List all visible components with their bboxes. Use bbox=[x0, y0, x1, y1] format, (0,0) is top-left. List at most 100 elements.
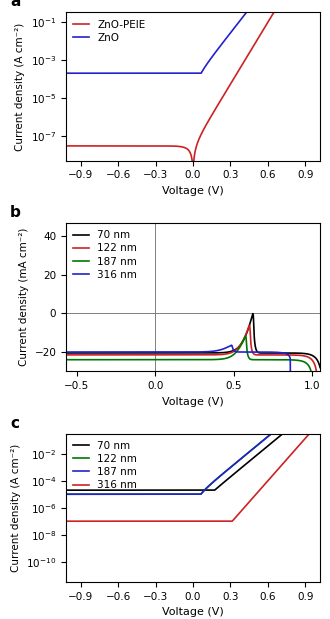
70 nm bbox=[64, 487, 68, 494]
Y-axis label: Current density (A cm⁻²): Current density (A cm⁻²) bbox=[15, 22, 25, 150]
70 nm bbox=[248, 318, 252, 325]
187 nm bbox=[171, 356, 175, 363]
ZnO bbox=[248, 3, 252, 11]
70 nm bbox=[318, 419, 322, 426]
316 nm bbox=[317, 419, 321, 426]
187 nm bbox=[185, 490, 189, 498]
122 nm bbox=[249, 337, 253, 344]
187 nm bbox=[249, 356, 253, 363]
316 nm bbox=[310, 426, 314, 434]
187 nm bbox=[298, 419, 302, 426]
Text: a: a bbox=[10, 0, 20, 9]
ZnO-PEIE bbox=[311, 0, 314, 1]
122 nm bbox=[185, 351, 189, 358]
70 nm bbox=[311, 352, 314, 359]
ZnO bbox=[256, 0, 260, 1]
122 nm bbox=[64, 490, 68, 498]
Line: 70 nm: 70 nm bbox=[66, 423, 320, 490]
316 nm bbox=[173, 348, 177, 356]
187 nm bbox=[318, 419, 322, 426]
122 nm bbox=[64, 351, 68, 358]
Line: 316 nm: 316 nm bbox=[66, 345, 290, 397]
ZnO-PEIE bbox=[185, 145, 189, 152]
70 nm bbox=[171, 487, 175, 494]
316 nm bbox=[248, 496, 252, 504]
316 nm bbox=[64, 348, 68, 356]
316 nm bbox=[173, 517, 177, 525]
122 nm bbox=[171, 351, 175, 358]
187 nm bbox=[64, 490, 68, 498]
Line: 122 nm: 122 nm bbox=[66, 326, 317, 403]
70 nm bbox=[248, 456, 252, 464]
ZnO-PEIE bbox=[318, 0, 322, 1]
ZnO bbox=[173, 69, 177, 77]
ZnO-PEIE bbox=[173, 142, 177, 150]
187 nm bbox=[64, 356, 68, 363]
Legend: 70 nm, 122 nm, 187 nm, 316 nm: 70 nm, 122 nm, 187 nm, 316 nm bbox=[71, 439, 139, 492]
316 nm bbox=[318, 419, 322, 426]
187 nm bbox=[173, 356, 177, 363]
316 nm bbox=[171, 348, 175, 356]
ZnO bbox=[185, 69, 189, 77]
ZnO-PEIE bbox=[64, 142, 68, 150]
122 nm bbox=[311, 419, 314, 426]
122 nm bbox=[171, 490, 175, 498]
70 nm bbox=[294, 419, 298, 426]
Line: ZnO: ZnO bbox=[66, 0, 320, 73]
316 nm bbox=[185, 517, 189, 525]
70 nm bbox=[311, 419, 314, 426]
ZnO bbox=[298, 0, 302, 1]
122 nm bbox=[318, 419, 322, 426]
Line: 187 nm: 187 nm bbox=[66, 423, 320, 494]
Line: 70 nm: 70 nm bbox=[66, 314, 320, 368]
Line: 316 nm: 316 nm bbox=[66, 423, 320, 521]
122 nm bbox=[311, 357, 314, 364]
187 nm bbox=[298, 357, 302, 365]
X-axis label: Voltage (V): Voltage (V) bbox=[162, 186, 224, 196]
Y-axis label: Current density (A cm⁻²): Current density (A cm⁻²) bbox=[11, 444, 20, 572]
122 nm bbox=[248, 447, 252, 454]
316 nm bbox=[64, 517, 68, 525]
70 nm bbox=[185, 349, 189, 357]
316 nm bbox=[229, 342, 233, 349]
187 nm bbox=[244, 332, 248, 340]
Line: ZnO-PEIE: ZnO-PEIE bbox=[66, 0, 320, 165]
ZnO-PEIE bbox=[249, 47, 253, 54]
70 nm bbox=[298, 350, 302, 357]
122 nm bbox=[173, 490, 177, 498]
70 nm bbox=[64, 349, 68, 357]
187 nm bbox=[173, 490, 177, 498]
Legend: 70 nm, 122 nm, 187 nm, 316 nm: 70 nm, 122 nm, 187 nm, 316 nm bbox=[71, 228, 139, 282]
Text: c: c bbox=[10, 415, 19, 431]
187 nm bbox=[185, 356, 189, 363]
ZnO-PEIE bbox=[281, 0, 285, 1]
122 nm bbox=[298, 352, 302, 359]
187 nm bbox=[311, 379, 314, 387]
316 nm bbox=[249, 348, 253, 356]
187 nm bbox=[248, 447, 252, 454]
ZnO bbox=[171, 69, 175, 77]
Y-axis label: Current density (mA cm⁻²): Current density (mA cm⁻²) bbox=[19, 228, 29, 366]
70 nm bbox=[251, 310, 255, 318]
316 nm bbox=[185, 348, 189, 356]
70 nm bbox=[185, 487, 189, 494]
316 nm bbox=[171, 517, 175, 525]
X-axis label: Voltage (V): Voltage (V) bbox=[162, 397, 224, 407]
70 nm bbox=[318, 364, 322, 371]
122 nm bbox=[282, 419, 286, 426]
187 nm bbox=[311, 419, 314, 426]
ZnO-PEIE bbox=[298, 0, 302, 1]
122 nm bbox=[248, 322, 251, 329]
70 nm bbox=[173, 349, 177, 357]
122 nm bbox=[173, 351, 177, 358]
70 nm bbox=[171, 349, 175, 357]
Legend: ZnO-PEIE, ZnO: ZnO-PEIE, ZnO bbox=[71, 17, 148, 45]
122 nm bbox=[185, 490, 189, 498]
ZnO-PEIE bbox=[171, 142, 175, 150]
ZnO bbox=[64, 69, 68, 77]
X-axis label: Voltage (V): Voltage (V) bbox=[162, 607, 224, 617]
Text: b: b bbox=[10, 205, 21, 220]
ZnO-PEIE bbox=[191, 161, 195, 168]
122 nm bbox=[298, 419, 302, 426]
70 nm bbox=[173, 487, 177, 494]
